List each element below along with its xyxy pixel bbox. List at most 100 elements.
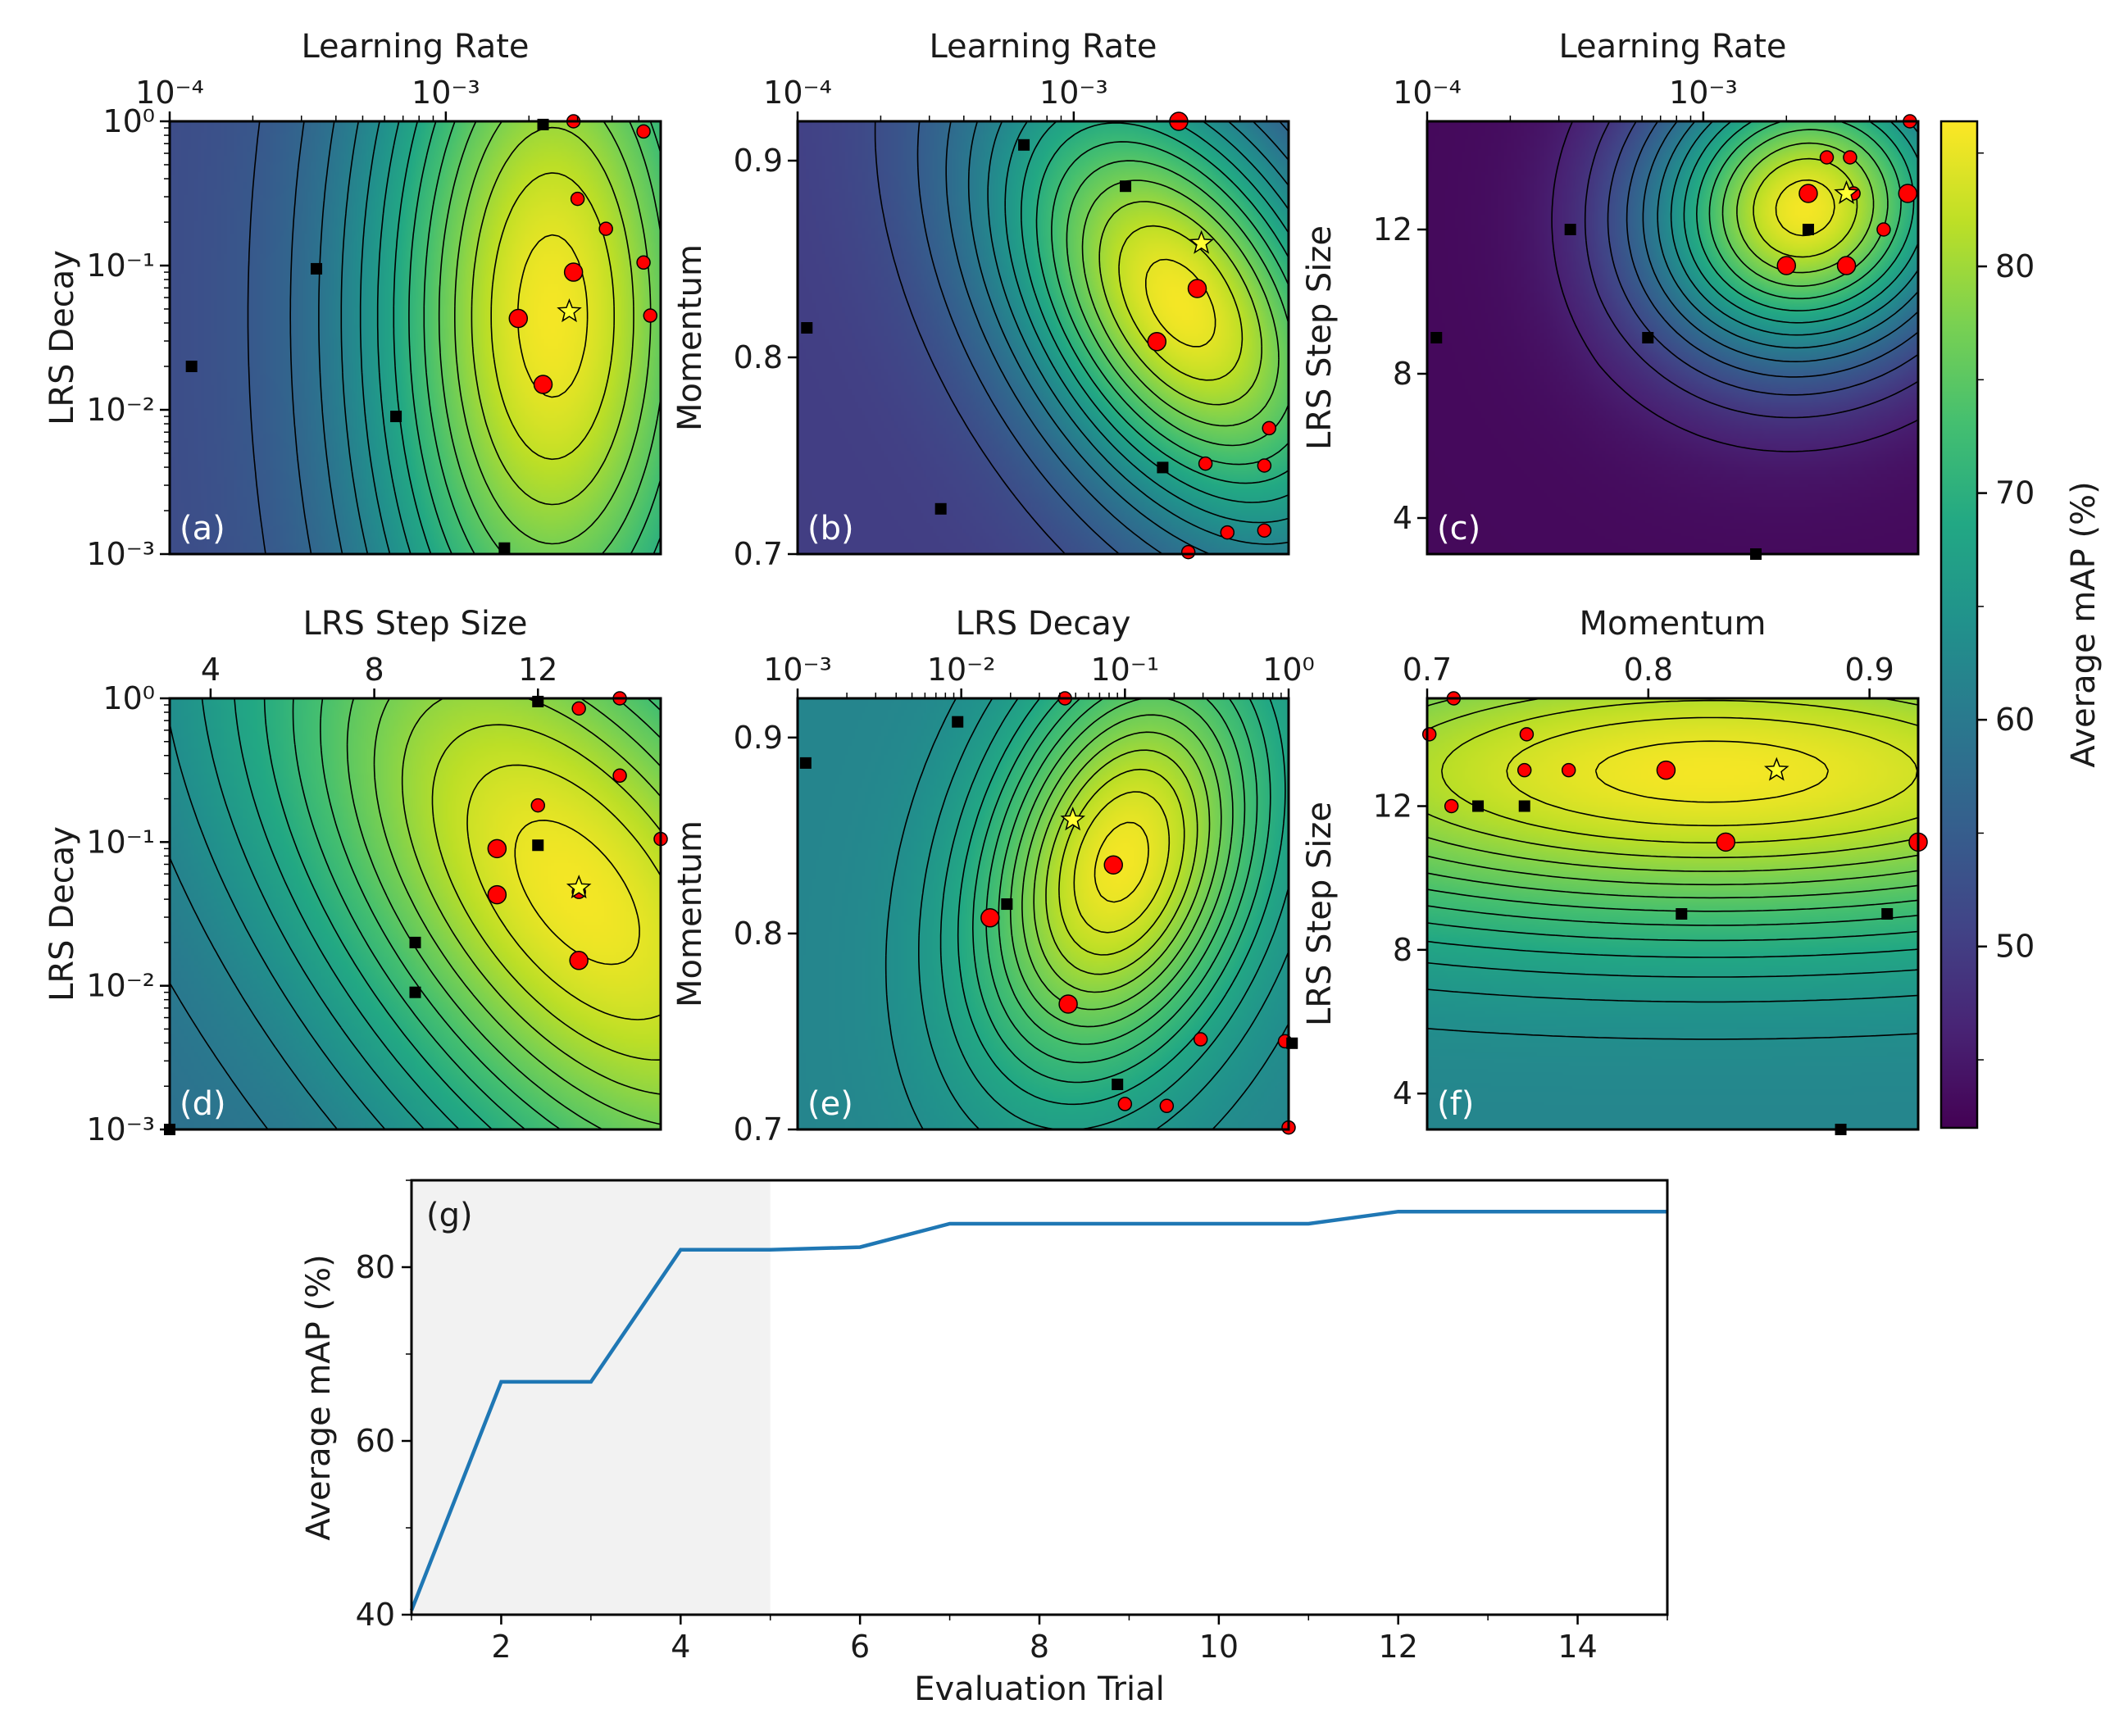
x-axis-label: Evaluation Trial — [914, 1670, 1165, 1708]
explored-point — [1876, 222, 1891, 237]
panel-frame — [1426, 120, 1920, 556]
y-tick-label: 0.9 — [734, 720, 783, 756]
x-tick-label: 10⁻⁴ — [135, 75, 204, 111]
x-axis-label: Learning Rate — [1558, 28, 1786, 66]
explored-point — [1843, 150, 1858, 165]
contour-lines — [169, 698, 662, 1130]
initial-point — [1112, 1079, 1124, 1091]
y-axis-label: LRS Decay — [43, 250, 81, 425]
line-chart-g: 2 4 6 8 10 12 14 40 60 80 Evaluation Trial Average … — [300, 1179, 1669, 1708]
explored-point — [571, 701, 586, 716]
x-tick-label: 10⁻³ — [1039, 75, 1108, 111]
contour-lines — [247, 120, 662, 555]
y-axis-label: LRS Step Size — [1301, 802, 1339, 1026]
panel-letter: (d) — [180, 1085, 226, 1123]
contour-lines — [874, 120, 1289, 555]
heatmap-panel-f: 0.7 0.8 0.9 4 8 12 Momentum LRS Step Size (f) — [1301, 605, 1928, 1135]
colorbar-gradient — [1939, 120, 1979, 1129]
heatmap-surface — [1427, 698, 1918, 1129]
explored-point — [643, 308, 658, 323]
heatmap-surface — [798, 121, 1289, 554]
explored-point — [569, 951, 589, 970]
explored-point — [1257, 458, 1272, 473]
initial-point — [1564, 224, 1576, 235]
initial-point — [1120, 180, 1132, 193]
panel-frame — [1426, 697, 1920, 1131]
panel-frame — [168, 697, 662, 1131]
panel-letter: (f) — [1437, 1085, 1474, 1123]
initial-trials-shade — [412, 1180, 771, 1615]
y-tick-label: 10⁻¹ — [86, 248, 155, 284]
initial-point — [1472, 800, 1485, 812]
explored-point — [1444, 798, 1459, 814]
heatmap-panel-c: 10⁻⁴ 10⁻³ 4 8 12 Learning Rate LRS Step Size (c… — [1301, 28, 1920, 560]
explored-point — [1103, 855, 1123, 875]
best-point-star — [1764, 757, 1789, 781]
explored-point — [1147, 332, 1167, 352]
initial-point — [1430, 332, 1443, 343]
heatmap-panel-e: 10⁻³ 10⁻² 10⁻¹ 10⁰ 0.7 0.8 0.9 LRS Decay Momentu… — [671, 605, 1315, 1147]
y-tick-label: 10⁰ — [102, 103, 155, 139]
x-axis-label: Learning Rate — [301, 28, 529, 66]
initial-point — [1642, 332, 1654, 343]
initial-point — [390, 411, 402, 423]
explored-point — [563, 262, 584, 282]
contour-path — [247, 120, 662, 555]
initial-point — [498, 542, 511, 554]
y-tick-label: 8 — [1393, 356, 1412, 392]
initial-point — [1518, 800, 1530, 812]
initial-point — [799, 757, 812, 769]
explored-point — [530, 798, 545, 813]
y-tick-label: 0.8 — [734, 916, 783, 952]
y-tick-label: 10⁻³ — [86, 1111, 155, 1147]
explored-point — [1716, 832, 1736, 852]
initial-point — [952, 716, 964, 728]
x-tick-label: 2 — [491, 1629, 511, 1665]
x-tick-label: 6 — [850, 1629, 870, 1665]
x-tick-label: 10⁻⁴ — [763, 75, 832, 111]
y-tick-label: 10⁻² — [86, 968, 155, 1004]
colorbar-label: Average mAP (%) — [2065, 481, 2103, 767]
contour-path — [1551, 120, 1919, 452]
initial-point — [1802, 224, 1814, 235]
x-tick-label: 12 — [518, 652, 557, 688]
explored-point — [980, 908, 1000, 928]
y-tick-label: 12 — [1373, 788, 1412, 825]
panel-letter: (b) — [807, 510, 854, 548]
y-tick-label: 10⁻² — [86, 392, 155, 428]
x-tick-label: 10⁰ — [1262, 652, 1315, 688]
heatmap-panel-a: 10⁻⁴ 10⁻³ 10⁻³ 10⁻² 10⁻¹ 10⁰ Learning Rate LRS … — [43, 28, 662, 572]
x-tick-label: 4 — [201, 652, 221, 688]
initial-point — [1881, 908, 1894, 920]
x-tick-label: 10 — [1199, 1629, 1239, 1665]
initial-point — [409, 936, 421, 948]
y-tick-label: 40 — [356, 1597, 395, 1633]
explored-point — [1220, 525, 1235, 540]
initial-point — [1001, 898, 1013, 911]
explored-point — [612, 768, 627, 784]
colorbar: 50 60 70 80 Average mAP (%) — [1939, 120, 2103, 1129]
heatmap-surface — [798, 698, 1289, 1129]
x-tick-label: 0.8 — [1624, 652, 1673, 688]
x-tick-label: 0.7 — [1403, 652, 1452, 688]
best-point-star — [1189, 229, 1214, 254]
explored-point — [1819, 150, 1835, 165]
x-axis-label: LRS Decay — [956, 605, 1131, 643]
best-point-star — [1060, 807, 1085, 831]
explored-point — [1656, 760, 1676, 780]
initial-point — [185, 361, 198, 373]
panel-letter: (c) — [1437, 510, 1480, 548]
x-tick-label: 12 — [1379, 1629, 1418, 1665]
explored-point — [1798, 184, 1818, 203]
y-axis-label: Momentum — [671, 244, 709, 431]
y-tick-label: 0.8 — [734, 339, 783, 375]
colorbar-tick-label: 80 — [1995, 248, 2035, 284]
x-axis-label: LRS Step Size — [302, 605, 527, 643]
explored-point — [1421, 727, 1437, 742]
heatmap-surface — [170, 698, 661, 1129]
x-tick-label: 10⁻³ — [763, 652, 832, 688]
explored-point — [570, 191, 585, 207]
initial-point — [1018, 139, 1030, 151]
contour-path — [169, 698, 662, 1130]
contour-path — [884, 698, 1289, 1130]
